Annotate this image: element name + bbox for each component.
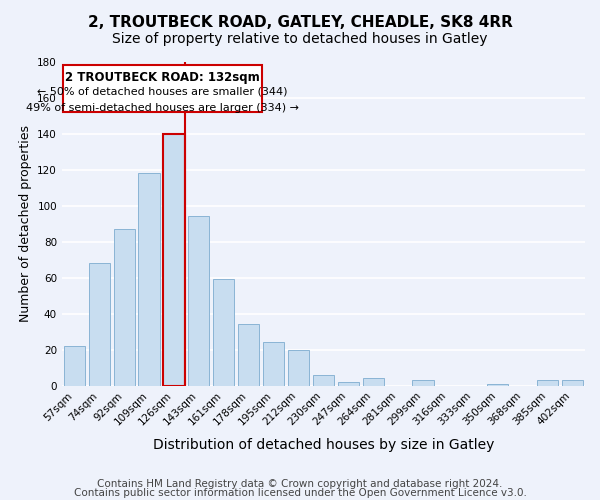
Y-axis label: Number of detached properties: Number of detached properties bbox=[19, 125, 32, 322]
Bar bbox=[163, 134, 185, 386]
Text: ← 50% of detached houses are smaller (344): ← 50% of detached houses are smaller (34… bbox=[37, 86, 288, 97]
Bar bbox=[537, 380, 558, 386]
Text: Contains public sector information licensed under the Open Government Licence v3: Contains public sector information licen… bbox=[74, 488, 526, 498]
Bar bbox=[412, 380, 434, 386]
Bar bbox=[288, 350, 309, 386]
Bar bbox=[63, 65, 262, 112]
Bar bbox=[487, 384, 508, 386]
Bar bbox=[139, 173, 160, 386]
Bar bbox=[89, 263, 110, 386]
Text: 49% of semi-detached houses are larger (334) →: 49% of semi-detached houses are larger (… bbox=[26, 103, 299, 113]
Bar bbox=[263, 342, 284, 386]
Text: 2, TROUTBECK ROAD, GATLEY, CHEADLE, SK8 4RR: 2, TROUTBECK ROAD, GATLEY, CHEADLE, SK8 … bbox=[88, 15, 512, 30]
Bar bbox=[562, 380, 583, 386]
Bar bbox=[338, 382, 359, 386]
Text: 2 TROUTBECK ROAD: 132sqm: 2 TROUTBECK ROAD: 132sqm bbox=[65, 72, 260, 85]
Bar bbox=[238, 324, 259, 386]
Bar bbox=[362, 378, 384, 386]
X-axis label: Distribution of detached houses by size in Gatley: Distribution of detached houses by size … bbox=[153, 438, 494, 452]
Text: Contains HM Land Registry data © Crown copyright and database right 2024.: Contains HM Land Registry data © Crown c… bbox=[97, 479, 503, 489]
Bar bbox=[64, 346, 85, 386]
Bar bbox=[188, 216, 209, 386]
Bar bbox=[213, 280, 235, 386]
Bar bbox=[313, 375, 334, 386]
Text: Size of property relative to detached houses in Gatley: Size of property relative to detached ho… bbox=[112, 32, 488, 46]
Bar bbox=[113, 229, 134, 386]
